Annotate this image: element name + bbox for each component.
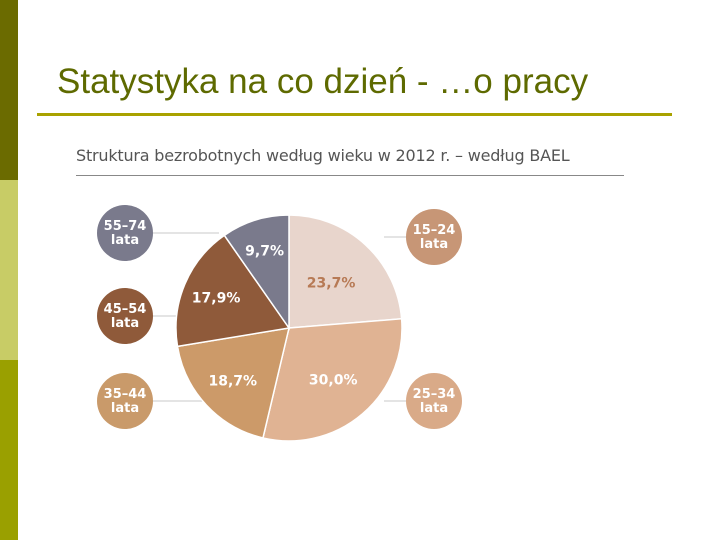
category-label: 35–44: [104, 387, 147, 402]
pie-slice: [175, 234, 291, 348]
title-underline: [37, 113, 672, 116]
slice-value-label: 18,7%: [209, 373, 258, 389]
category-badge: [406, 373, 462, 429]
pie-slice: [288, 214, 403, 329]
category-label: 55–74: [104, 219, 147, 234]
slide-title: Statystyka na co dzień - …o pracy: [57, 62, 589, 101]
category-label: lata: [111, 316, 139, 331]
category-badge: [97, 288, 153, 344]
slice-value-label: 17,9%: [192, 290, 241, 306]
chart-title: Struktura bezrobotnych według wieku w 20…: [76, 146, 570, 165]
category-label: 15–24: [413, 223, 456, 238]
pie-slice: [223, 214, 290, 331]
category-badge: [97, 373, 153, 429]
slice-value-label: 23,7%: [307, 275, 356, 291]
category-label: lata: [420, 401, 448, 416]
category-badge: [97, 205, 153, 261]
category-label: lata: [420, 237, 448, 252]
category-label: lata: [111, 401, 139, 416]
pie-slice: [176, 327, 290, 439]
chart-title-rule: [76, 175, 624, 176]
accent-bar-top: [0, 0, 18, 180]
accent-bar-bottom: [0, 360, 18, 540]
category-label: 45–54: [104, 302, 147, 317]
category-label: lata: [111, 233, 139, 248]
pie-slice: [262, 317, 403, 442]
slice-value-label: 30,0%: [309, 372, 358, 388]
category-badge: [406, 209, 462, 265]
category-label: 25–34: [413, 387, 456, 402]
slice-value-label: 9,7%: [245, 243, 284, 259]
accent-bar-middle: [0, 180, 18, 360]
